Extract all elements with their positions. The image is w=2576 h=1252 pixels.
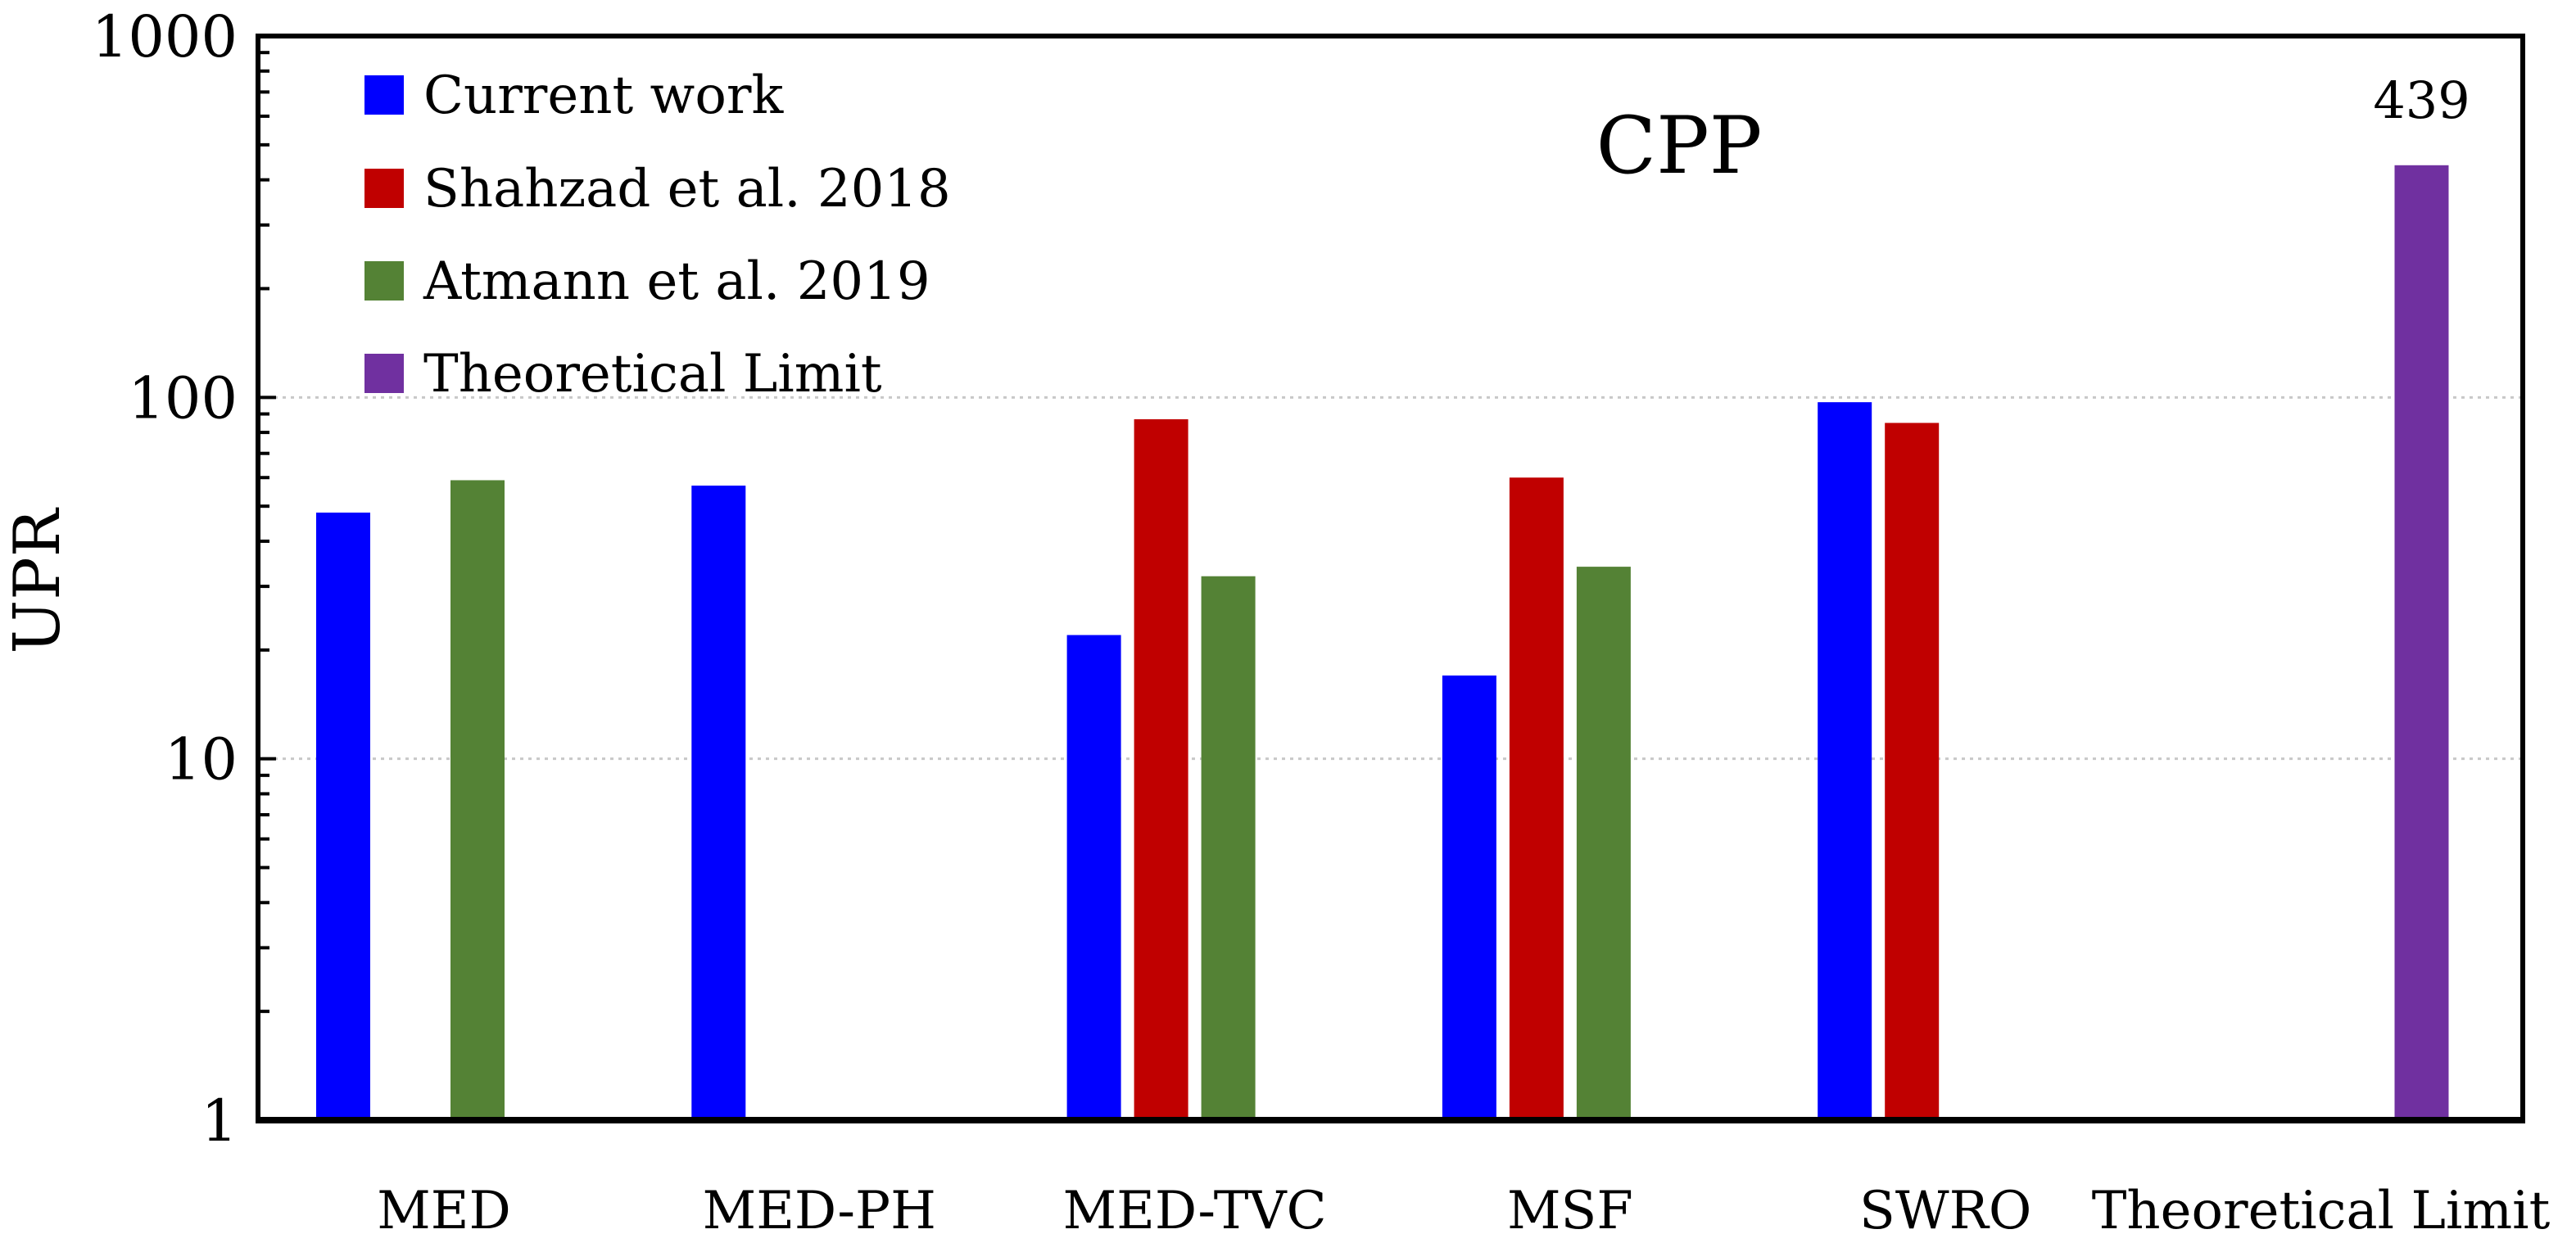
bar-shahzad-et-al-2018-swro — [1885, 423, 1940, 1120]
legend-label-current-work: Current work — [423, 66, 784, 126]
x-tick-label-med-ph: MED-PH — [703, 1181, 936, 1241]
bar-current-work-msf — [1442, 675, 1496, 1120]
y-tick-label-1: 1 — [201, 1087, 238, 1155]
legend-swatch-current-work — [364, 75, 404, 115]
x-tick-label-swro: SWRO — [1859, 1181, 2031, 1241]
legend-swatch-shahzad-2018 — [364, 169, 404, 208]
legend-swatch-atmann-2019 — [364, 261, 404, 301]
y-tick-label-1000: 1000 — [92, 3, 238, 70]
y-tick-label-100: 100 — [128, 364, 238, 432]
legend-label-shahzad-2018: Shahzad et al. 2018 — [423, 159, 951, 219]
y-axis-label: UPR — [1, 507, 75, 653]
legend-item-theoretical-limit: Theoretical Limit — [364, 344, 882, 405]
legend-item-atmann-2019: Atmann et al. 2019 — [364, 251, 930, 312]
legend-swatch-theoretical-limit — [364, 354, 404, 393]
bar-theoretical-limit-theoretical-limit — [2394, 165, 2449, 1120]
x-tick-label-med-tvc: MED-TVC — [1063, 1181, 1327, 1241]
legend-item-shahzad-2018: Shahzad et al. 2018 — [364, 159, 951, 219]
data-label-theoretical-limit: 439 — [2373, 70, 2470, 130]
bar-current-work-med-tvc — [1066, 635, 1121, 1120]
bar-shahzad-et-al-2018-msf — [1509, 477, 1564, 1120]
data-labels: 439 — [2373, 70, 2470, 130]
legend: Current work Shahzad et al. 2018 Atmann … — [364, 66, 951, 405]
y-axis-ticks — [258, 51, 276, 1014]
legend-item-current-work: Current work — [364, 66, 784, 126]
x-tick-label-med: MED — [377, 1181, 511, 1241]
x-tick-label-msf: MSF — [1507, 1181, 1633, 1241]
bar-atmann-et-al-2019-med-tvc — [1201, 576, 1256, 1120]
bar-current-work-med — [316, 513, 370, 1120]
chart-title: CPP — [1596, 100, 1763, 192]
bar-current-work-med-ph — [691, 486, 746, 1120]
bar-atmann-et-al-2019-med — [450, 480, 505, 1120]
y-tick-label-10: 10 — [165, 726, 238, 793]
bar-atmann-et-al-2019-msf — [1576, 567, 1631, 1120]
legend-label-atmann-2019: Atmann et al. 2019 — [423, 251, 930, 312]
bars — [316, 165, 2449, 1121]
x-tick-labels: MED MED-PH MED-TVC MSF SWRO Theoretical Limit — [377, 1181, 2550, 1241]
y-tick-labels: 1 10 100 1000 — [92, 3, 238, 1155]
legend-label-theoretical-limit: Theoretical Limit — [423, 344, 882, 405]
gridlines — [258, 395, 2523, 761]
x-tick-label-theoretical-limit: Theoretical Limit — [2092, 1181, 2551, 1241]
bar-shahzad-et-al-2018-med-tvc — [1134, 419, 1188, 1120]
bar-current-work-swro — [1818, 402, 1872, 1121]
